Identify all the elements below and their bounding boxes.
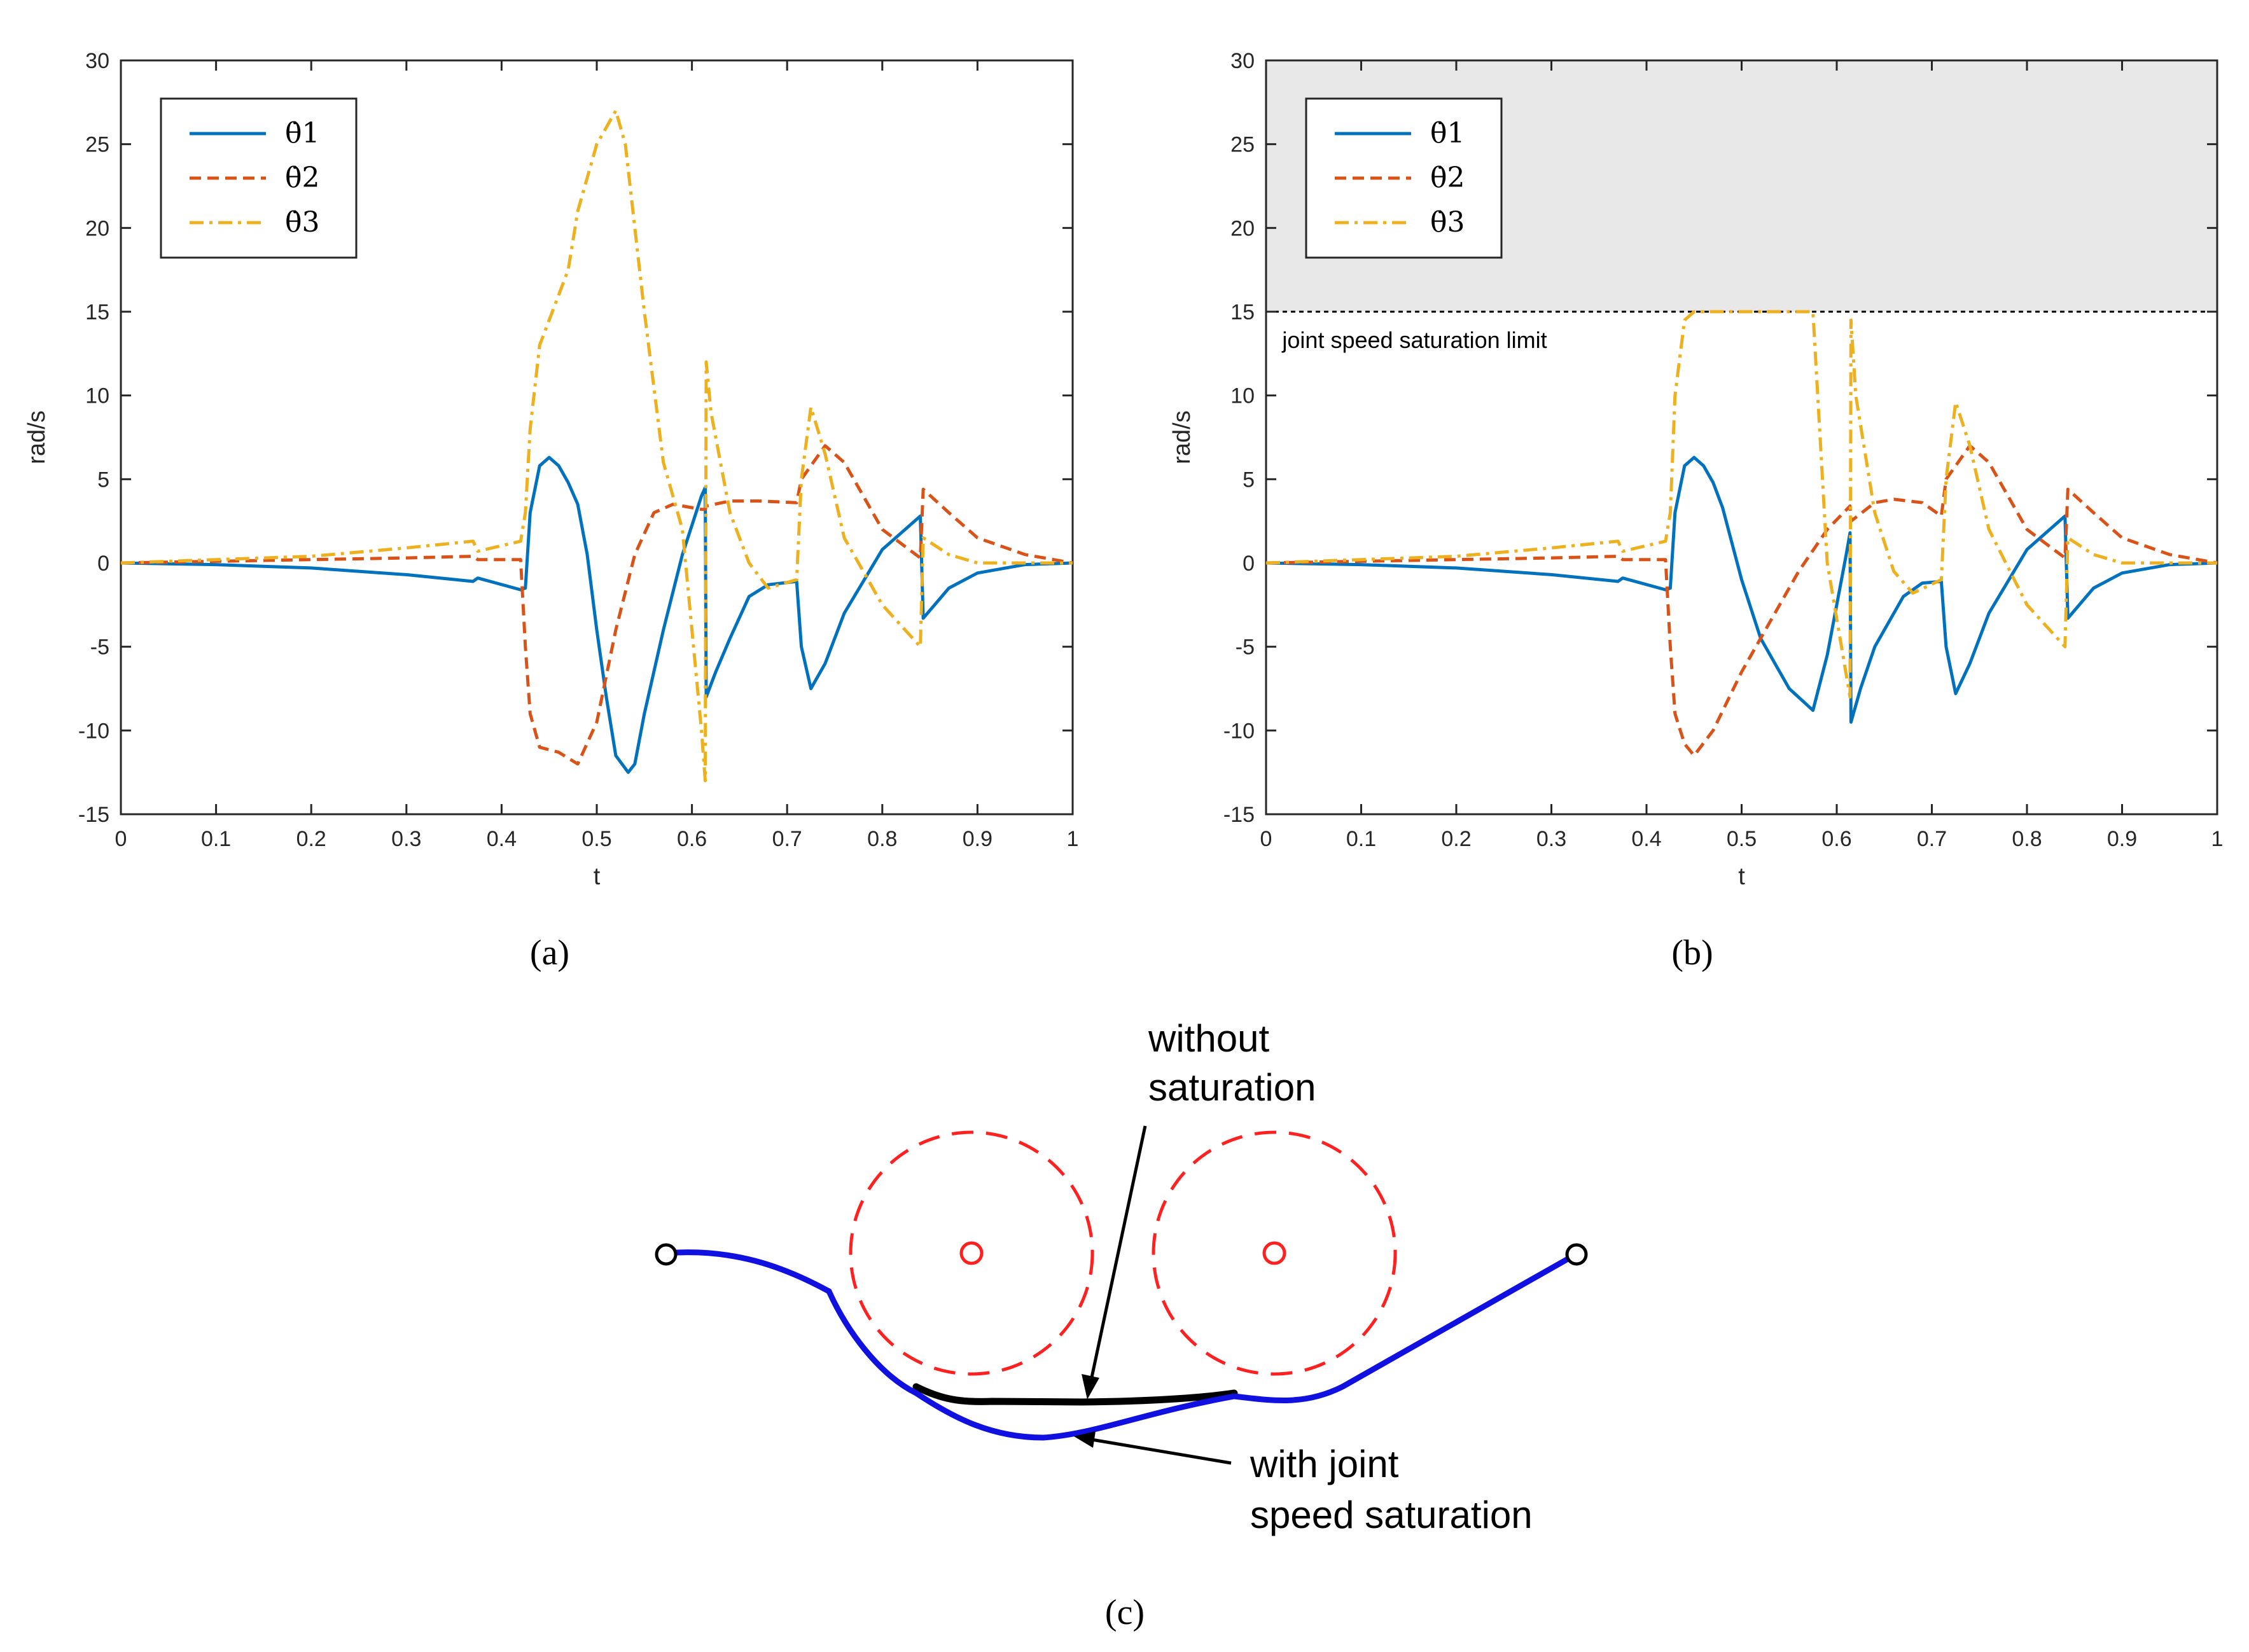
y-tick-label: 20: [85, 216, 109, 240]
x-tick-label: 0.2: [296, 827, 326, 851]
label-without-line2: saturation: [1148, 1066, 1316, 1109]
label-with-line2: speed saturation: [1250, 1494, 1533, 1536]
legend-label-theta3_dot: θ̇3: [1430, 206, 1465, 239]
x-tick-label: 1: [1067, 827, 1079, 851]
y-tick-label: 15: [1230, 300, 1255, 324]
legend-label-theta3_dot: θ̇3: [285, 206, 319, 239]
legend-box: [1305, 97, 1503, 259]
y-tick-label: -5: [90, 635, 109, 660]
x-tick-label: 0: [1260, 827, 1272, 851]
x-tick-label: 0.9: [2107, 827, 2137, 851]
y-axis-label: rad/s: [24, 410, 50, 464]
y-tick-label: 25: [85, 133, 109, 157]
y-tick-label: 15: [85, 300, 109, 324]
caption-b: (b): [1671, 933, 1713, 973]
y-tick-label: 0: [1243, 552, 1255, 576]
x-tick-label: 0.4: [1631, 827, 1661, 851]
caption-a: (a): [530, 933, 569, 973]
y-tick-label: 25: [1230, 133, 1255, 157]
chart-panel-a: 0 0.1 0.2 0.3 0.4 0.5 0.6 0.7 0.8 0.9 1 -15 -10 -5 0 5 1…: [24, 49, 1078, 890]
x-tick-label: 0.5: [1727, 827, 1757, 851]
y-axis-label: rad/s: [1169, 410, 1195, 464]
y-tick-label: 30: [85, 49, 109, 73]
y-tick-label: -10: [1223, 719, 1255, 743]
x-tick-label: 0.5: [581, 827, 611, 851]
goal-point-marker: [1565, 1243, 1588, 1266]
x-tick-label: 0.9: [963, 827, 992, 851]
x-tick-label: 0.8: [867, 827, 897, 851]
y-tick-label: 10: [85, 384, 109, 408]
x-tick-label: 0.3: [1536, 827, 1566, 851]
series-line-theta1_dot: [120, 455, 1073, 774]
arrowhead-with-saturation: [1074, 1431, 1096, 1448]
x-axis-label: t: [1738, 863, 1745, 890]
y-tick-label: -5: [1236, 635, 1255, 660]
x-tick-label: 0.3: [391, 827, 421, 851]
obstacle-1-center: [959, 1241, 984, 1265]
x-tick-label: 0.7: [1917, 827, 1947, 851]
obstacle-2-center: [1262, 1241, 1286, 1265]
label-without-line1: without: [1148, 1017, 1269, 1060]
chart-panel-b: joint speed saturation limit 0 0.1 0.2 0.3 0.…: [1169, 49, 2223, 890]
arrowhead-without-saturation: [1082, 1374, 1099, 1399]
obstacle-1-boundary: [849, 1130, 1094, 1376]
x-tick-label: 0.4: [487, 827, 517, 851]
caption-c: (c): [1105, 1593, 1145, 1632]
label-with-line1: with joint: [1250, 1443, 1399, 1485]
x-tick-label: 0.1: [1346, 827, 1376, 851]
series-line-theta2_dot: [1265, 444, 2218, 758]
path-diagram-panel-c: without saturation with joint speed satu…: [655, 1017, 1588, 1536]
legend-label-theta1_dot: θ̇1: [1430, 117, 1465, 149]
start-point-marker: [655, 1243, 678, 1266]
x-tick-label: 0.2: [1441, 827, 1471, 851]
path-without-saturation: [912, 1383, 1238, 1406]
legend-label-theta2_dot: θ̇2: [285, 162, 319, 194]
arrow-with-saturation: [1087, 1437, 1232, 1465]
x-tick-label: 1: [2211, 827, 2224, 851]
x-tick-label: 0.6: [1821, 827, 1851, 851]
y-tick-label: 10: [1230, 384, 1255, 408]
y-tick-label: -15: [78, 803, 109, 827]
y-tick-label: 0: [97, 552, 109, 576]
legend-label-theta2_dot: θ̇2: [1430, 162, 1465, 194]
y-tick-label: -15: [1223, 803, 1255, 827]
legend-label-theta1_dot: θ̇1: [285, 117, 319, 149]
x-tick-label: 0.7: [772, 827, 802, 851]
x-tick-label: 0: [115, 827, 127, 851]
y-tick-label: 30: [1230, 49, 1255, 73]
x-tick-label: 0.8: [2012, 827, 2042, 851]
saturation-limit-label: joint speed saturation limit: [1281, 327, 1547, 353]
x-tick-label: 0.1: [201, 827, 231, 851]
y-tick-label: 5: [1243, 468, 1255, 492]
x-axis-label: t: [594, 863, 601, 890]
arrow-without-saturation: [1089, 1125, 1147, 1381]
y-tick-label: 5: [97, 468, 109, 492]
obstacle-2-boundary: [1152, 1130, 1397, 1376]
y-tick-label: -10: [78, 719, 109, 743]
series-line-theta2_dot: [120, 444, 1073, 766]
path-with-saturation: [663, 1249, 1578, 1441]
series-line-theta3_dot: [1265, 310, 2217, 699]
y-tick-label: 20: [1230, 216, 1255, 240]
series-line-theta3_dot: [120, 109, 1073, 782]
x-tick-label: 0.6: [677, 827, 707, 851]
